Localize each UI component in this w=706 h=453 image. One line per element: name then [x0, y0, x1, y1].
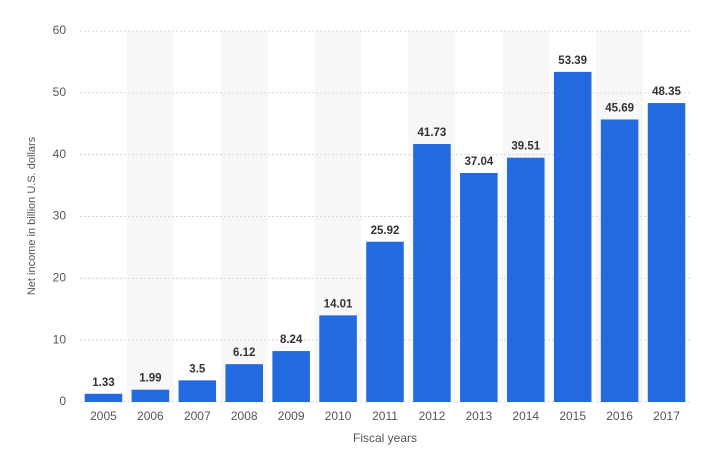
y-tick-label: 10	[53, 332, 67, 346]
bar	[600, 119, 639, 403]
x-tick-label: 2008	[231, 409, 258, 423]
bar	[413, 143, 451, 403]
value-label: 39.51	[511, 141, 540, 153]
bar	[225, 364, 263, 402]
y-tick-label: 30	[53, 209, 67, 223]
bar	[178, 380, 217, 402]
band	[126, 31, 174, 402]
x-tick-label: 2006	[137, 409, 164, 423]
value-label: 53.39	[558, 55, 587, 67]
value-label: 3.5	[189, 363, 206, 375]
x-tick-label: 2017	[653, 409, 680, 423]
bar	[131, 389, 170, 402]
x-tick-label: 2012	[419, 409, 446, 423]
y-tick-label: 50	[53, 85, 67, 99]
x-tick-label: 2013	[465, 409, 492, 423]
value-label: 48.35	[652, 86, 681, 98]
bar	[319, 315, 357, 402]
x-tick-label: 2005	[90, 409, 117, 423]
x-tick-label: 2015	[559, 409, 586, 423]
x-tick-label: 2010	[325, 409, 352, 423]
value-label: 6.12	[233, 347, 255, 359]
bar	[507, 157, 545, 402]
bar	[366, 241, 404, 402]
bar	[272, 351, 310, 402]
x-tick-label: 2007	[184, 409, 211, 423]
bar	[460, 172, 498, 402]
value-label: 8.24	[280, 334, 303, 346]
value-label: 45.69	[605, 103, 634, 115]
value-label: 1.33	[92, 377, 114, 389]
value-label: 14.01	[324, 298, 353, 310]
x-tick-label: 2011	[372, 409, 398, 423]
value-label: 1.99	[139, 373, 161, 385]
x-axis-label: Fiscal years	[353, 431, 417, 445]
x-tick-label: 2016	[606, 409, 633, 423]
bar	[84, 393, 123, 402]
y-tick-label: 20	[53, 271, 67, 285]
y-tick-label: 60	[53, 23, 67, 37]
y-tick-label: 0	[59, 394, 66, 408]
value-label: 41.73	[418, 127, 447, 139]
bar	[553, 71, 592, 403]
x-tick-label: 2014	[512, 409, 539, 423]
y-axis-label: Net income in billion U.S. dollars	[26, 136, 38, 295]
bar	[647, 103, 686, 403]
y-tick-label: 40	[53, 147, 67, 161]
x-tick-label: 2009	[278, 409, 305, 423]
value-label: 37.04	[464, 156, 493, 168]
value-label: 25.92	[371, 225, 400, 237]
